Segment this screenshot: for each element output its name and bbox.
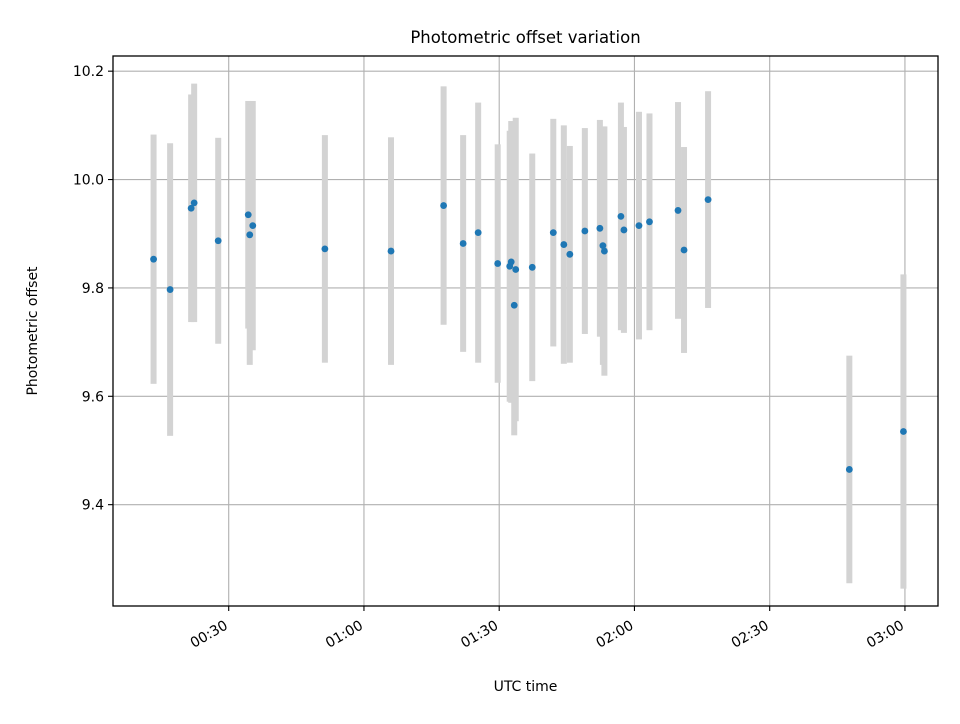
errorbar-layer [150,83,907,589]
data-point [620,226,628,234]
y-axis-label: Photometric offset [25,266,41,396]
data-point [599,242,607,250]
data-point [581,227,589,235]
data-point [249,222,257,230]
x-tick-label: 02:00 [593,618,636,652]
y-tick-label: 10.2 [73,64,104,80]
data-point [150,255,157,263]
data-point [246,231,254,239]
data-point [244,211,252,219]
data-point [440,202,448,209]
y-tick-label: 9.4 [82,498,104,514]
y-tick-label: 10.0 [73,173,104,189]
x-axis-label: UTC time [494,679,558,695]
data-point [560,241,568,248]
data-point [674,207,682,214]
tick-layer: 00:30 01:00 01:30 02:00 02:30 03:00 9.4 9.6 9.8 1… [73,64,907,651]
chart-title: Photometric offset variation [410,28,640,47]
data-point [510,301,518,309]
data-point [474,229,482,237]
data-point [459,240,467,247]
data-point [214,237,222,245]
data-point [646,218,653,226]
data-point [617,212,625,220]
data-point [704,196,712,203]
data-point [596,224,604,232]
data-point [190,199,198,207]
data-point [512,266,520,273]
data-point [680,246,688,254]
data-point [566,250,574,258]
x-tick-label: 00:30 [188,618,231,652]
grid-layer [113,56,938,606]
plot-area-frame [112,55,939,607]
x-tick-label: 01:30 [458,618,501,652]
y-tick-label: 9.8 [82,281,104,297]
point-layer [150,196,907,473]
data-point [507,258,515,266]
x-tick-label: 03:00 [864,618,907,652]
data-point [600,247,608,255]
x-tick-label: 01:00 [323,618,366,652]
x-tick-label: 02:30 [729,618,772,652]
y-tick-label: 9.6 [82,389,104,405]
data-point [166,286,174,293]
data-point [387,247,395,255]
data-point [528,263,536,271]
data-point [187,204,195,212]
data-point [845,466,853,473]
data-point [494,260,502,267]
data-point [549,229,557,237]
data-point [635,222,643,230]
data-point [900,428,907,435]
data-point [321,245,329,253]
